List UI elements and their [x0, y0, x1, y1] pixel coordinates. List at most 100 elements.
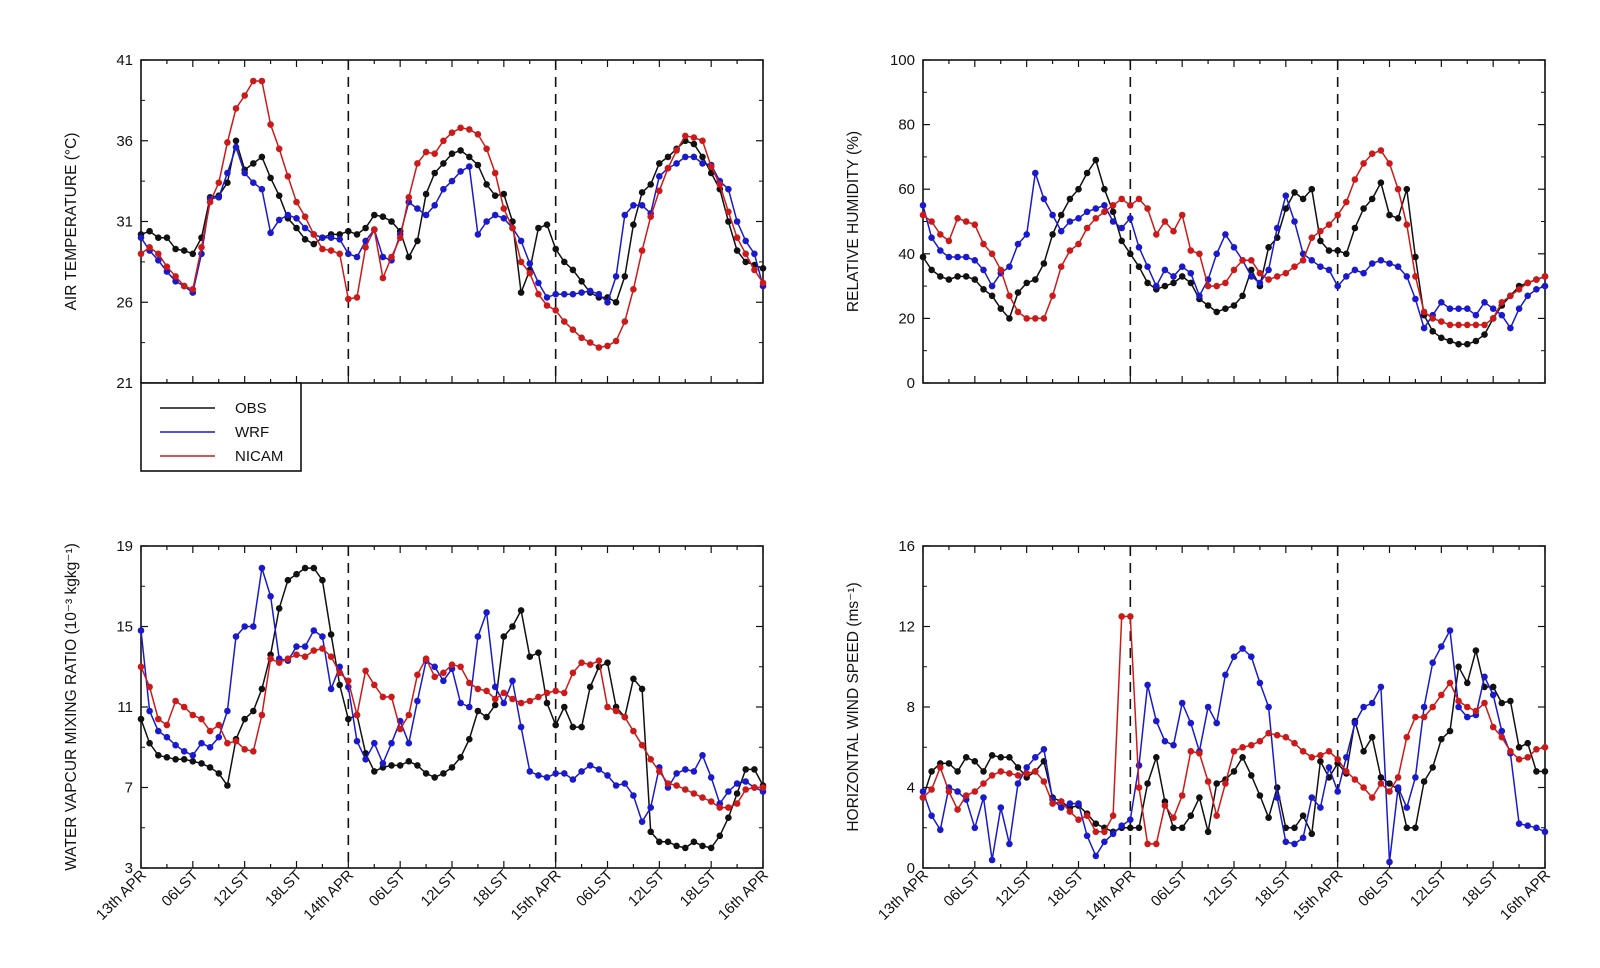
data-point-obs: [733, 790, 741, 797]
x-tick-label: 14th APR: [1082, 867, 1139, 924]
data-point-obs: [1291, 824, 1298, 832]
y-tick-label: 16: [898, 538, 915, 555]
data-point-obs: [1170, 824, 1177, 832]
data-point-nicam: [500, 205, 508, 212]
data-point-obs: [457, 754, 464, 761]
data-point-obs: [1420, 778, 1428, 785]
data-point-wrf: [561, 770, 568, 777]
data-point-nicam: [578, 659, 585, 666]
data-point-nicam: [1472, 321, 1480, 329]
data-point-wrf: [526, 260, 534, 267]
data-point-nicam: [379, 693, 387, 701]
data-point-nicam: [1014, 308, 1022, 316]
data-point-obs: [1343, 250, 1350, 258]
data-point-nicam: [1170, 814, 1177, 821]
data-point-wrf: [1360, 703, 1367, 711]
data-point-nicam: [919, 794, 927, 801]
data-point-wrf: [500, 215, 508, 222]
data-point-nicam: [707, 163, 715, 170]
data-point-obs: [1377, 179, 1385, 186]
data-point-nicam: [293, 198, 300, 206]
data-point-wrf: [1446, 627, 1454, 634]
x-tick-label: 16th APR: [715, 867, 772, 924]
data-point-obs: [1006, 754, 1013, 761]
data-point-wrf: [1196, 292, 1203, 300]
data-point-nicam: [1351, 176, 1359, 183]
data-point-wrf: [604, 772, 611, 779]
data-point-nicam: [275, 659, 283, 666]
data-point-obs: [172, 245, 179, 253]
data-point-nicam: [699, 794, 706, 801]
data-point-nicam: [1083, 812, 1091, 819]
data-point-nicam: [997, 768, 1005, 775]
data-point-wrf: [535, 279, 542, 287]
plot-frame: [140, 545, 764, 869]
data-point-obs: [1049, 231, 1056, 238]
data-point-wrf: [1498, 727, 1506, 735]
data-point-wrf: [630, 792, 637, 799]
x-tick-label: 18LST: [677, 867, 720, 910]
data-point-wrf: [163, 268, 171, 275]
data-point-nicam: [595, 657, 603, 664]
data-point-nicam: [371, 226, 378, 233]
data-point-obs: [1204, 302, 1212, 309]
data-point-wrf: [725, 788, 732, 795]
series-line-obs: [922, 650, 1545, 837]
data-point-nicam: [1291, 263, 1298, 271]
data-point-nicam: [1127, 202, 1134, 209]
data-point-wrf: [1092, 205, 1100, 212]
data-point-wrf: [431, 663, 439, 671]
data-point-nicam: [1239, 257, 1246, 264]
data-point-wrf: [215, 733, 223, 741]
data-point-wrf: [293, 643, 300, 650]
data-point-obs: [578, 723, 585, 731]
data-point-wrf: [457, 699, 464, 707]
legend-label-wrf: WRF: [235, 424, 269, 441]
data-point-wrf: [224, 707, 231, 715]
data-point-nicam: [500, 689, 508, 697]
data-point-wrf: [928, 812, 935, 819]
data-point-obs: [1299, 195, 1307, 203]
data-point-nicam: [937, 764, 944, 771]
data-point-wrf: [1282, 192, 1290, 199]
data-point-nicam: [535, 693, 542, 701]
data-point-nicam: [509, 695, 516, 703]
data-point-obs: [954, 273, 961, 280]
data-point-wrf: [980, 266, 987, 274]
data-point-wrf: [742, 778, 749, 785]
data-point-wrf: [1446, 305, 1454, 313]
data-point-obs: [664, 838, 672, 846]
data-point-obs: [1204, 828, 1212, 836]
y-tick-label: 8: [907, 699, 915, 716]
data-point-obs: [1481, 331, 1488, 338]
data-point-obs: [1455, 663, 1462, 671]
data-point-nicam: [604, 342, 611, 350]
data-point-wrf: [1291, 218, 1298, 225]
data-point-nicam: [621, 318, 629, 325]
data-point-nicam: [345, 677, 352, 685]
data-point-obs: [466, 153, 473, 161]
data-point-nicam: [483, 687, 490, 695]
data-point-nicam: [137, 250, 145, 258]
data-point-obs: [725, 814, 732, 821]
data-point-obs: [198, 760, 205, 767]
data-point-obs: [345, 227, 352, 235]
data-point-wrf: [1118, 822, 1125, 829]
x-tick-label: 06LST: [1148, 867, 1191, 910]
data-point-obs: [1040, 260, 1048, 267]
data-point-nicam: [293, 651, 300, 658]
data-point-wrf: [954, 788, 961, 795]
data-point-nicam: [962, 218, 970, 225]
data-point-nicam: [612, 337, 620, 345]
data-point-obs: [474, 161, 482, 169]
data-point-nicam: [189, 711, 197, 719]
data-point-nicam: [275, 145, 283, 153]
data-point-wrf: [1032, 169, 1039, 177]
data-point-obs: [1127, 250, 1134, 258]
data-point-wrf: [1040, 195, 1048, 203]
data-point-wrf: [457, 168, 464, 175]
data-point-wrf: [997, 804, 1005, 811]
data-point-nicam: [1291, 739, 1298, 747]
series-line-obs: [140, 567, 764, 849]
data-point-obs: [232, 137, 240, 145]
